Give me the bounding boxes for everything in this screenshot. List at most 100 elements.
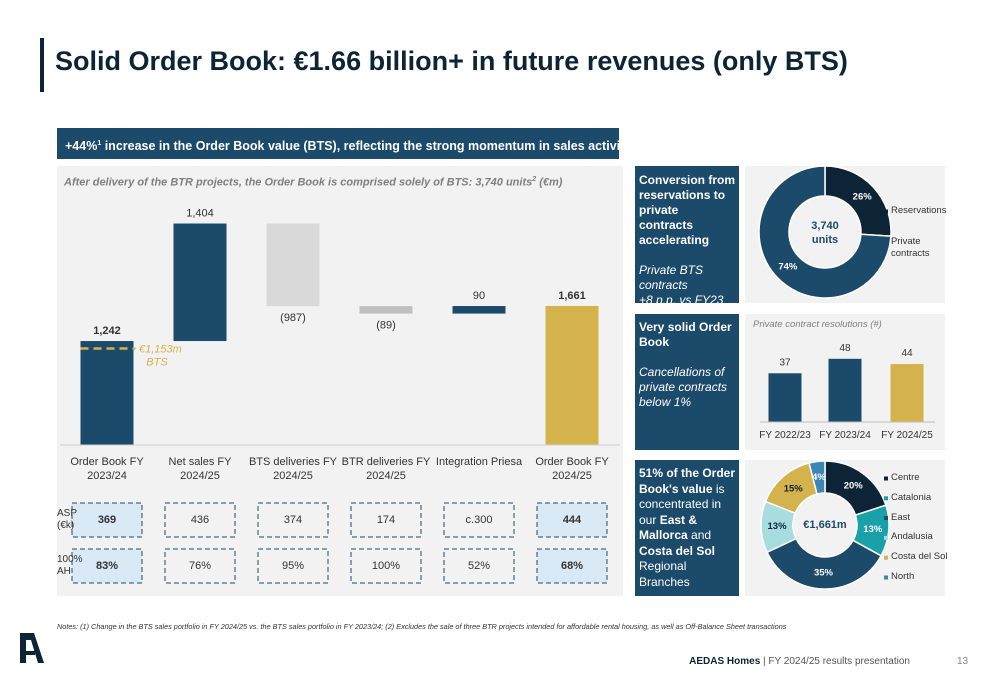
legend-swatch <box>884 496 888 501</box>
center-label: €1,661m <box>803 519 847 531</box>
table-value: c.300 <box>466 514 493 526</box>
banner-sup: 1 <box>97 140 102 147</box>
center-label: units <box>812 234 838 246</box>
legend-label: East <box>891 511 911 523</box>
title-bar <box>40 38 44 92</box>
panel-text-part: East & Mallorca <box>639 512 698 543</box>
waterfall-bar <box>266 223 320 307</box>
slice-label: 13% <box>863 524 883 535</box>
donut-slice <box>808 460 826 495</box>
panel-box <box>635 166 739 303</box>
panel-text: 51% of the Order Book's value is concent… <box>639 466 737 590</box>
panel-text-part: is concentrated in our <box>639 481 725 527</box>
table-value: 436 <box>191 514 209 526</box>
panel-text-part: and <box>687 528 712 542</box>
value-label: 1,404 <box>186 208 214 220</box>
table-cell <box>71 548 143 584</box>
footer-text: | FY 2024/25 results presentation <box>760 656 910 667</box>
slice-label: 20% <box>844 481 864 492</box>
legend-label: Private contracts <box>891 236 930 259</box>
legend-label: Costa del Sol <box>891 551 948 563</box>
table-value: 76% <box>189 560 211 572</box>
x-tick-label: BTR deliveries FY 2024/25 <box>341 456 431 482</box>
slice-label: 35% <box>814 567 834 578</box>
x-tick-label: FY 2023/24 <box>819 430 871 441</box>
table-value: 95% <box>282 560 304 572</box>
table-cell <box>443 548 515 584</box>
value-label: 1,242 <box>93 325 121 337</box>
banner: +44%1 increase in the Order Book value (… <box>57 128 631 159</box>
waterfall-bar <box>173 223 227 342</box>
row-label: ASP (€k) <box>57 508 77 531</box>
table-value: 100% <box>372 560 400 572</box>
x-tick-label: FY 2024/25 <box>881 430 933 441</box>
slice-label: 4% <box>812 472 826 483</box>
donut-slice <box>758 165 892 299</box>
table-value: 83% <box>96 560 118 572</box>
x-tick-label: FY 2022/23 <box>759 430 811 441</box>
table-value: 374 <box>284 514 302 526</box>
table-cell <box>257 548 329 584</box>
row-label: 100% AH <box>57 554 83 577</box>
slide-title: Solid Order Book: €1.66 billion+ in futu… <box>55 46 848 76</box>
panel-box <box>635 460 739 596</box>
slice-label: 74% <box>778 261 798 272</box>
slice-label: 15% <box>784 484 804 495</box>
donut-slice <box>766 537 883 590</box>
subtitle-rest: (€m) <box>536 176 563 189</box>
table-cell <box>350 548 422 584</box>
table-cell <box>71 502 143 538</box>
x-tick-label: Integration Priesa <box>435 456 523 468</box>
chart-title: Private contract resolutions (#) <box>753 319 882 330</box>
legend-swatch <box>884 535 888 540</box>
table-value: 52% <box>468 560 490 572</box>
slice-label: 26% <box>853 192 873 203</box>
page-number: 13 <box>957 656 969 667</box>
banner-text: +44% <box>65 139 98 154</box>
table-value: 444 <box>563 514 582 526</box>
panel-note: Cancellations of private contracts below… <box>639 365 728 409</box>
value-label: 37 <box>779 357 791 368</box>
waterfall-bar <box>545 305 599 445</box>
waterfall-bar <box>359 306 413 314</box>
legend-label: Catalonia <box>891 491 932 503</box>
legend-swatch <box>884 209 888 214</box>
table-cell <box>257 502 329 538</box>
value-label: 90 <box>473 290 485 302</box>
legend-swatch <box>884 555 888 560</box>
x-tick-label: Order Book FY 2023/24 <box>70 456 144 482</box>
legend-swatch <box>884 516 888 521</box>
panel-text: Conversion from reservations to private … <box>639 173 735 308</box>
legend-swatch <box>884 476 888 481</box>
waterfall-panel <box>57 166 623 596</box>
slice-label: 13% <box>768 521 788 532</box>
panel-note: +8 p.p. vs FY23 <box>639 293 724 307</box>
logo <box>20 633 44 663</box>
subtitle-text: After delivery of the BTR projects, the … <box>64 176 533 189</box>
footer: AEDAS Homes | FY 2024/25 results present… <box>689 656 910 667</box>
bar <box>828 358 862 422</box>
table-value: 174 <box>377 514 395 526</box>
x-tick-label: BTS deliveries FY 2024/25 <box>248 456 338 482</box>
legend-label: Reservations <box>891 205 947 216</box>
bar <box>890 364 924 422</box>
waterfall-subtitle: After delivery of the BTR projects, the … <box>64 176 562 189</box>
value-label: (987) <box>280 312 306 324</box>
subtitle-sup: 2 <box>532 176 537 183</box>
panel-text: Very solid Order Book Cancellations of p… <box>639 320 735 410</box>
panel-text-part: Regional Branches <box>639 559 690 589</box>
waterfall-bar <box>80 341 134 445</box>
legend-label: North <box>891 571 915 582</box>
panel-text-part: Costa del Sol <box>639 543 716 558</box>
banner-rest: increase in the Order Book value (BTS), … <box>101 139 632 154</box>
notes: Notes: (1) Change in the BTS sales portf… <box>57 622 787 631</box>
value-label: 44 <box>901 348 913 359</box>
bar <box>768 373 802 422</box>
legend-swatch <box>884 240 888 245</box>
value-label: 1,661 <box>558 290 586 302</box>
legend-label: Andalusia <box>891 531 933 543</box>
panel-text-part: 51% of the Order Book's value <box>639 466 736 496</box>
x-tick-label: Net sales FY 2024/25 <box>168 456 232 482</box>
